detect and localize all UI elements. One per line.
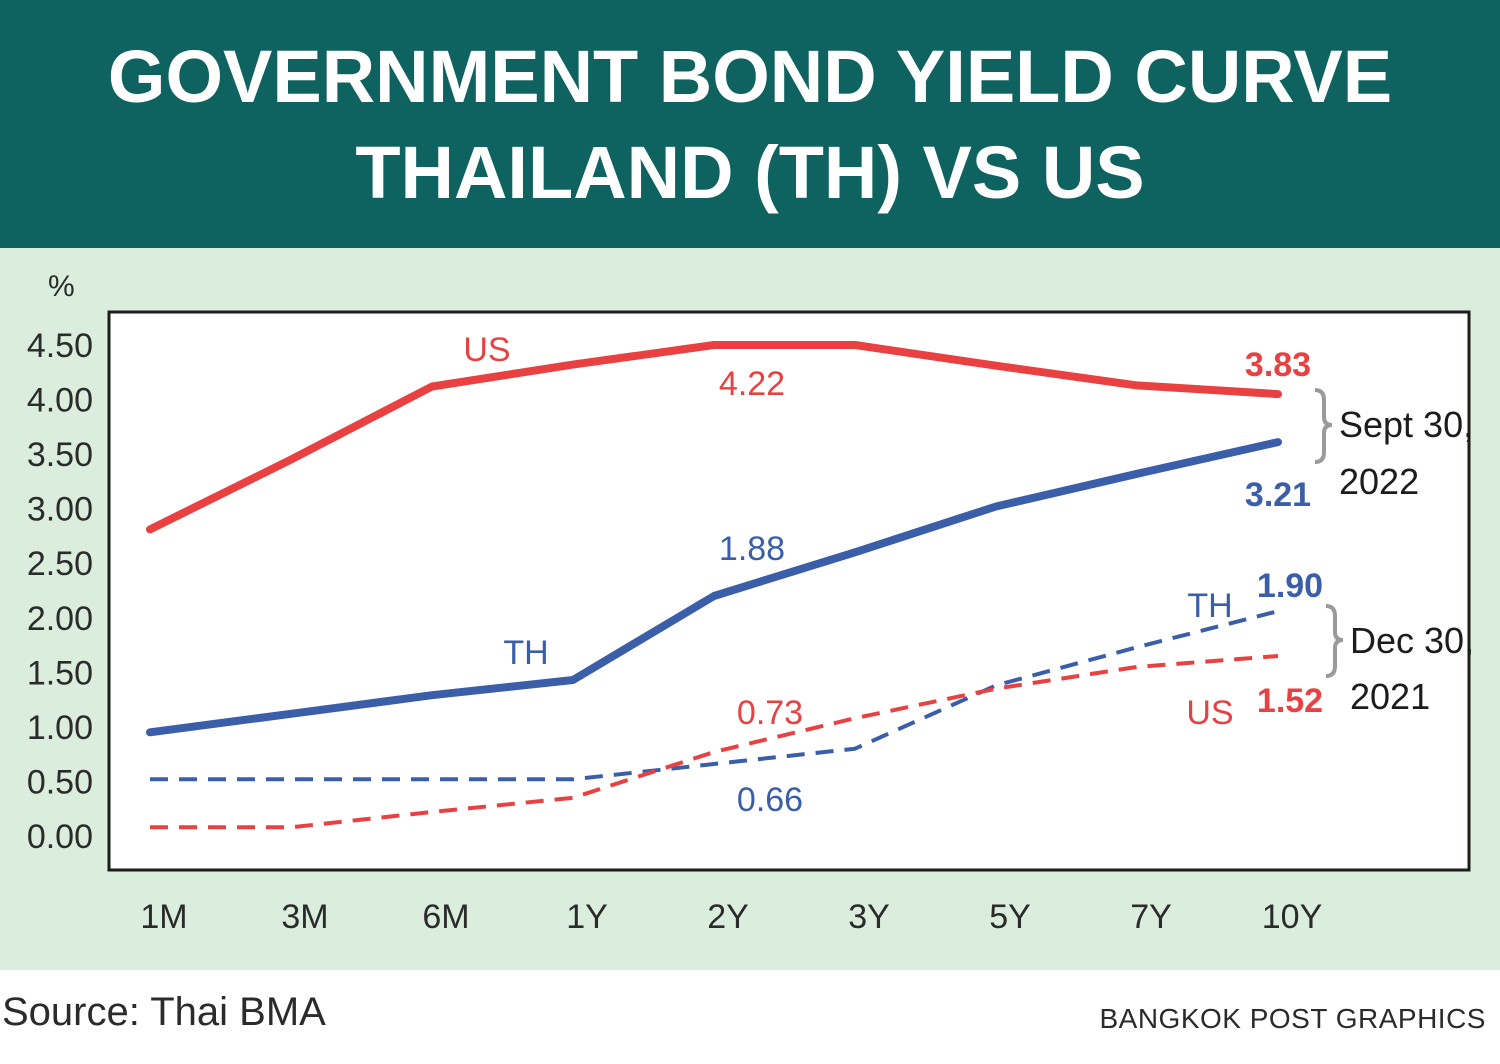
th-2021-10y-value-label: 1.90 (1257, 567, 1323, 605)
series-line-th-dec-30-2021 (150, 609, 1279, 782)
dec-2021-group-label-line-2: 2021 (1350, 676, 1430, 717)
series-line-th-sept-30-2022 (146, 438, 1282, 737)
x-tick-label: 6M (422, 898, 469, 936)
x-tick-label: 2Y (707, 898, 749, 936)
th-2021-series-label: TH (1187, 587, 1232, 625)
y-tick-label: 2.00 (27, 600, 93, 638)
series-line-us-dec-30-2021 (150, 654, 1279, 830)
y-tick-labels: 4.50 4.00 3.50 3.00 2.50 2.00 1.50 1.00 0.50 0.00 (27, 327, 93, 856)
y-tick-label: 0.00 (27, 818, 93, 856)
sept-2022-bracket (1314, 388, 1333, 464)
title-banner: GOVERNMENT BOND YIELD CURVE THAILAND (TH… (0, 0, 1500, 248)
y-tick-label: 0.50 (27, 763, 93, 801)
x-tick-label: 3M (281, 898, 328, 936)
x-tick-label: 5Y (989, 898, 1031, 936)
graphics-credit: BANGKOK POST GRAPHICS (1099, 1003, 1486, 1034)
x-tick-label: 10Y (1262, 898, 1323, 936)
y-tick-label: 1.50 (27, 654, 93, 692)
us-2022-series-label: US (463, 331, 510, 369)
y-tick-label: 4.50 (27, 327, 93, 365)
plot-area (107, 310, 1471, 872)
us-2022-2y-value-label: 4.22 (719, 365, 785, 403)
y-tick-label: 3.50 (27, 436, 93, 474)
x-tick-label: 1M (140, 898, 187, 936)
us-2021-2y-value-label: 0.73 (737, 694, 803, 732)
th-2022-series-label: TH (503, 634, 548, 672)
y-tick-label: 2.50 (27, 545, 93, 583)
sept-2022-group-label-line-2: 2022 (1339, 461, 1419, 502)
x-tick-labels: 1M 3M 6M 1Y 2Y 3Y 5Y 7Y 10Y (140, 898, 1322, 936)
th-2021-2y-value-label: 0.66 (737, 781, 803, 819)
us-2022-10y-value-label: 3.83 (1245, 346, 1311, 384)
dec-2021-group-label-line-1: Dec 30, (1350, 620, 1474, 661)
y-tick-label: 3.00 (27, 491, 93, 529)
yield-curve-chart: % 4.50 4.00 3.50 3.00 2.50 2.00 1.50 1.00 0.50 0.… (27, 270, 1474, 936)
us-2021-10y-value-label: 1.52 (1257, 682, 1323, 720)
us-2021-series-label: US (1186, 694, 1233, 732)
y-tick-label: 1.00 (27, 709, 93, 747)
th-2022-2y-value-label: 1.88 (719, 530, 785, 568)
x-tick-label: 7Y (1130, 898, 1172, 936)
x-tick-label: 3Y (848, 898, 890, 936)
title-line-2: THAILAND (TH) VS US (355, 131, 1145, 214)
series-line-us-sept-30-2022 (146, 341, 1282, 534)
th-2022-10y-value-label: 3.21 (1245, 476, 1311, 514)
series-lines (146, 341, 1282, 830)
y-tick-label: 4.00 (27, 382, 93, 420)
title-line-1: GOVERNMENT BOND YIELD CURVE (107, 35, 1393, 118)
x-tick-label: 1Y (566, 898, 608, 936)
sept-2022-group-label-line-1: Sept 30, (1339, 404, 1473, 445)
y-axis-unit-label: % (48, 270, 75, 303)
source-note: Source: Thai BMA (2, 990, 326, 1034)
dec-2021-bracket (1325, 604, 1344, 678)
